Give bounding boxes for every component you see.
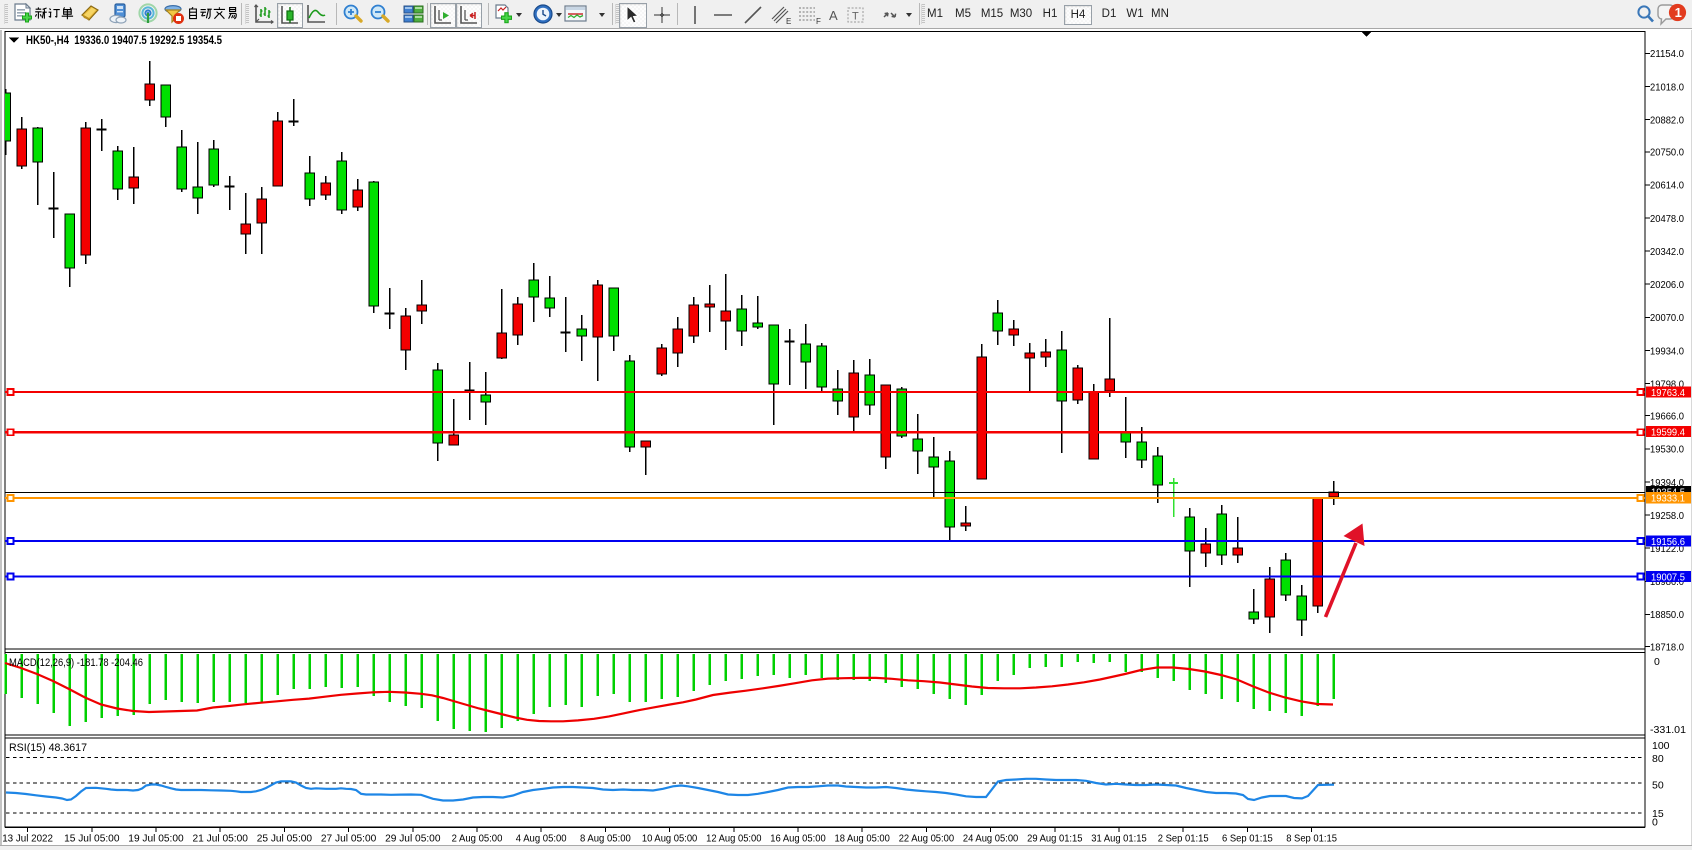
svg-text:HK50-,H4 19336.0 19407.5 1929: HK50-,H4 19336.0 19407.5 19292.5 19354.5 xyxy=(26,35,222,47)
svg-text:22 Aug 05:00: 22 Aug 05:00 xyxy=(899,833,955,845)
svg-text:15 Jul 05:00: 15 Jul 05:00 xyxy=(64,833,120,845)
svg-text:F: F xyxy=(816,17,821,26)
svg-text:E: E xyxy=(786,17,791,26)
svg-text:19394.0: 19394.0 xyxy=(1650,477,1684,489)
svg-text:20478.0: 20478.0 xyxy=(1650,213,1684,225)
svg-text:12 Aug 05:00: 12 Aug 05:00 xyxy=(706,833,762,845)
svg-text:MACD(12,26,9) -181.78 -204.46: MACD(12,26,9) -181.78 -204.46 xyxy=(9,657,143,669)
svg-text:0: 0 xyxy=(1654,656,1660,668)
svg-text:2 Sep 01:15: 2 Sep 01:15 xyxy=(1158,833,1209,845)
svg-text:2 Aug 05:00: 2 Aug 05:00 xyxy=(452,833,503,845)
svg-text:19258.0: 19258.0 xyxy=(1650,510,1684,522)
svg-text:29 Jul 05:00: 29 Jul 05:00 xyxy=(385,833,441,845)
svg-text:19666.0: 19666.0 xyxy=(1650,411,1684,423)
svg-text:0: 0 xyxy=(1652,817,1658,829)
svg-text:20882.0: 20882.0 xyxy=(1650,114,1684,126)
svg-text:19763.4: 19763.4 xyxy=(1651,387,1685,399)
svg-text:20342.0: 20342.0 xyxy=(1650,246,1684,258)
svg-text:50: 50 xyxy=(1652,780,1664,792)
svg-text:19007.5: 19007.5 xyxy=(1651,571,1685,583)
svg-text:19530.0: 19530.0 xyxy=(1650,444,1684,456)
svg-text:19599.4: 19599.4 xyxy=(1651,426,1685,438)
svg-text:T: T xyxy=(852,11,859,23)
svg-text:20614.0: 20614.0 xyxy=(1650,180,1684,192)
svg-text:-331.01: -331.01 xyxy=(1650,724,1686,736)
svg-text:18850.0: 18850.0 xyxy=(1650,609,1684,621)
svg-text:10 Aug 05:00: 10 Aug 05:00 xyxy=(642,833,698,845)
svg-text:18 Aug 05:00: 18 Aug 05:00 xyxy=(835,833,891,845)
svg-text:29 Aug 01:15: 29 Aug 01:15 xyxy=(1027,833,1083,845)
svg-text:25 Jul 05:00: 25 Jul 05:00 xyxy=(257,833,313,845)
svg-text:16 Aug 05:00: 16 Aug 05:00 xyxy=(770,833,826,845)
svg-text:19934.0: 19934.0 xyxy=(1650,345,1684,357)
svg-text:18718.0: 18718.0 xyxy=(1650,641,1684,653)
svg-text:8 Sep 01:15: 8 Sep 01:15 xyxy=(1286,833,1337,845)
svg-text:31 Aug 01:15: 31 Aug 01:15 xyxy=(1091,833,1147,845)
svg-text:4 Aug 05:00: 4 Aug 05:00 xyxy=(516,833,567,845)
svg-text:24 Aug 05:00: 24 Aug 05:00 xyxy=(963,833,1019,845)
svg-text:80: 80 xyxy=(1652,753,1664,765)
svg-text:19156.6: 19156.6 xyxy=(1651,536,1685,548)
svg-text:19333.1: 19333.1 xyxy=(1651,492,1685,504)
svg-text:13 Jul 2022: 13 Jul 2022 xyxy=(2,833,53,845)
svg-text:20206.0: 20206.0 xyxy=(1650,279,1684,291)
svg-text:A: A xyxy=(829,8,838,23)
svg-text:6 Sep 01:15: 6 Sep 01:15 xyxy=(1222,833,1273,845)
svg-text:19 Jul 05:00: 19 Jul 05:00 xyxy=(128,833,184,845)
svg-text:20070.0: 20070.0 xyxy=(1650,312,1684,324)
svg-text:8 Aug 05:00: 8 Aug 05:00 xyxy=(580,833,631,845)
svg-text:1: 1 xyxy=(1675,5,1682,20)
svg-text:20750.0: 20750.0 xyxy=(1650,147,1684,159)
svg-text:21 Jul 05:00: 21 Jul 05:00 xyxy=(193,833,249,845)
svg-text:100: 100 xyxy=(1652,740,1670,752)
svg-text:RSI(15) 48.3617: RSI(15) 48.3617 xyxy=(9,742,87,754)
svg-text:21154.0: 21154.0 xyxy=(1650,48,1684,60)
svg-text:15: 15 xyxy=(1652,808,1664,820)
svg-text:21018.0: 21018.0 xyxy=(1650,81,1684,93)
svg-text:27 Jul 05:00: 27 Jul 05:00 xyxy=(321,833,377,845)
